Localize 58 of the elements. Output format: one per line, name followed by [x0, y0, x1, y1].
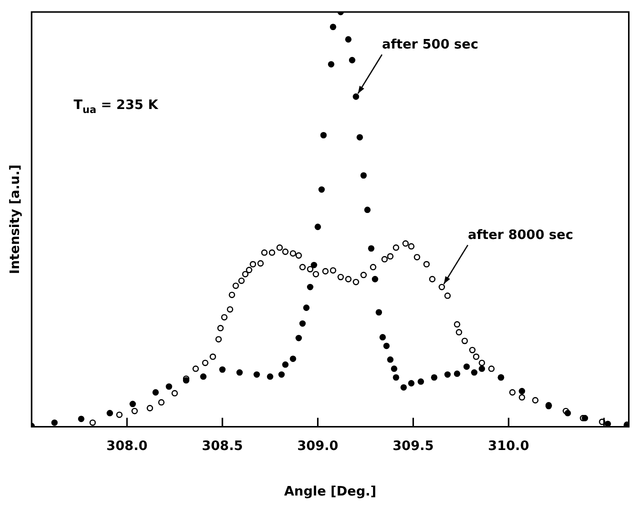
point — [478, 366, 486, 372]
x-tick-label: 310.0 — [488, 438, 530, 454]
point — [328, 61, 334, 68]
point — [254, 371, 260, 378]
x-tick-label: 308.0 — [106, 438, 148, 454]
x-tick-label: 309.0 — [297, 438, 338, 454]
point — [236, 369, 243, 376]
point — [348, 56, 356, 64]
point — [320, 132, 327, 138]
point — [444, 371, 451, 378]
point — [51, 419, 58, 426]
point — [303, 304, 310, 311]
point — [314, 224, 321, 230]
point — [376, 309, 382, 316]
point — [278, 371, 285, 378]
x-tick-label: 308.5 — [202, 438, 243, 454]
point — [383, 342, 390, 350]
point — [352, 93, 360, 100]
text: after 8000 sec — [468, 228, 574, 244]
point — [368, 245, 374, 252]
point — [152, 389, 159, 396]
x-axis-title: Angle [Deg.] — [284, 484, 376, 500]
point — [299, 320, 306, 327]
point — [379, 334, 386, 340]
point — [106, 410, 114, 416]
point — [604, 420, 612, 427]
point — [306, 284, 314, 290]
point — [364, 206, 371, 214]
point — [360, 172, 367, 179]
point — [463, 363, 470, 370]
point — [345, 36, 352, 43]
point — [408, 380, 414, 386]
point — [296, 334, 302, 342]
point — [392, 374, 400, 381]
text: after 500 sec — [382, 38, 478, 53]
point — [219, 366, 226, 373]
point — [390, 366, 398, 372]
point — [430, 374, 438, 381]
point — [166, 383, 172, 390]
point — [290, 356, 296, 362]
point — [78, 416, 84, 422]
point — [518, 388, 526, 394]
point — [454, 370, 460, 377]
point — [471, 369, 478, 376]
x-tick-label: 309.5 — [392, 438, 434, 454]
point — [372, 276, 378, 282]
point — [418, 378, 424, 385]
point — [310, 262, 318, 268]
point — [130, 400, 136, 408]
point — [282, 361, 289, 368]
point — [330, 24, 336, 30]
point — [387, 356, 394, 363]
point — [266, 373, 274, 380]
point — [356, 134, 363, 140]
y-axis-title: Intensity [a.u.] — [8, 164, 24, 274]
point — [318, 186, 325, 193]
point — [200, 373, 207, 380]
point — [400, 384, 407, 391]
